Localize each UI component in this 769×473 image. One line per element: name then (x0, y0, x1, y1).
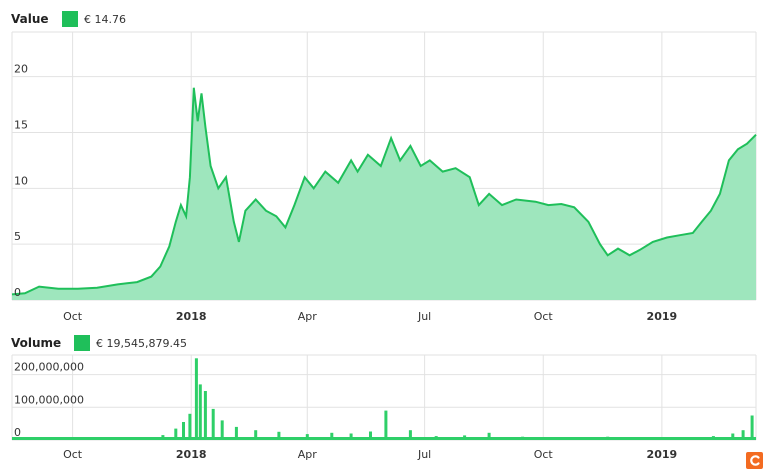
volume-bar (330, 432, 334, 440)
volume-bar (384, 410, 388, 440)
volume-y-tick-label: 200,000,000 (14, 361, 84, 374)
volume-legend-text: € 19,545,879.45 (96, 337, 187, 350)
price-x-tick-label: Apr (298, 310, 318, 323)
price-y-tick-label: 15 (14, 119, 28, 132)
volume-bar (182, 422, 185, 440)
volume-panel-label: Volume (11, 336, 61, 350)
value-legend-swatch (62, 11, 78, 27)
volume-bar (750, 415, 754, 440)
volume-bar (349, 433, 353, 440)
price-x-tick-label: Oct (63, 310, 83, 323)
volume-gridlines (11, 354, 757, 441)
volume-bar (369, 431, 372, 440)
volume-bar (203, 391, 207, 440)
volume-legend-swatch (74, 335, 90, 351)
volume-y-tick-labels: 0 100,000,000 200,000,000 (14, 361, 84, 439)
price-x-tick-label: Jul (417, 310, 431, 323)
volume-x-tick-labels: Oct 2018 Apr Jul Oct 2019 (63, 448, 677, 461)
volume-x-tick-label: Jul (417, 448, 431, 461)
value-legend-text: € 14.76 (84, 13, 126, 26)
volume-bar (211, 408, 215, 440)
volume-bar (234, 426, 238, 440)
price-x-tick-label: Oct (534, 310, 554, 323)
price-line (11, 87, 757, 296)
volume-x-tick-label: Oct (63, 448, 83, 461)
volume-y-tick-label: 0 (14, 426, 21, 439)
price-y-tick-label: 10 (14, 174, 28, 187)
volume-bar (254, 430, 258, 440)
volume-bar (188, 413, 192, 440)
volume-y-tick-label: 100,000,000 (14, 393, 84, 406)
price-y-tick-labels: 0 5 10 15 20 (14, 63, 28, 299)
volume-bar (198, 384, 202, 440)
volume-bar (741, 430, 745, 440)
price-area (12, 87, 756, 300)
c-logo-icon[interactable] (746, 452, 763, 469)
volume-bars (12, 358, 756, 440)
volume-bar (220, 420, 224, 440)
volume-bar (731, 433, 735, 440)
volume-bar (277, 431, 281, 440)
value-panel-label: Value (11, 12, 49, 26)
price-x-tick-label: 2019 (647, 310, 678, 323)
volume-bar (487, 432, 491, 440)
price-x-tick-labels: Oct 2018 Apr Jul Oct 2019 (63, 310, 677, 323)
volume-bar (194, 358, 198, 440)
volume-bar (174, 428, 178, 440)
price-y-tick-label: 0 (14, 286, 21, 299)
price-x-tick-label: 2018 (176, 310, 207, 323)
price-y-tick-label: 5 (14, 230, 21, 243)
volume-x-tick-label: 2019 (647, 448, 678, 461)
price-y-tick-label: 20 (14, 63, 28, 76)
volume-x-tick-label: Apr (298, 448, 318, 461)
volume-baseline-band (12, 437, 756, 440)
volume-x-tick-label: Oct (534, 448, 554, 461)
volume-bar (408, 430, 412, 440)
volume-x-tick-label: 2018 (176, 448, 207, 461)
